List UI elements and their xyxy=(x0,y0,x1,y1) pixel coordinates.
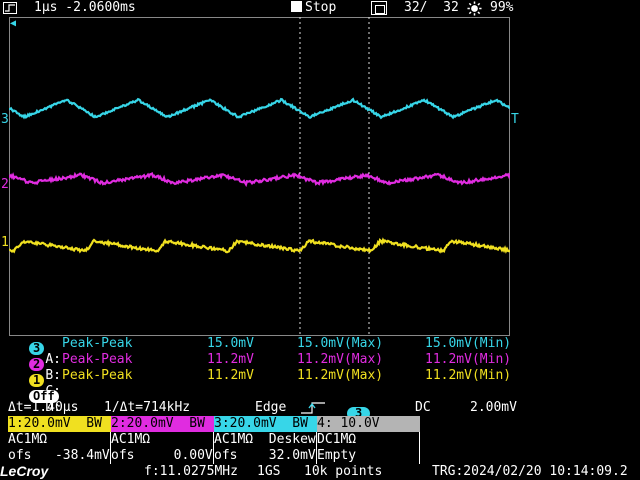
trigger-level: 2.00mV xyxy=(470,400,517,416)
channel-1-coupling: AC1MΩ xyxy=(8,432,111,448)
record-length: 10k points xyxy=(304,464,382,479)
run-state-label: Stop xyxy=(305,0,336,15)
measurement-name: Peak-Peak xyxy=(62,368,132,384)
measurement-min: 11.2mV(Min) xyxy=(425,368,511,384)
brightness-icon[interactable] xyxy=(467,1,482,16)
channel-settings-panel: 1:20.0mV BW 2:20.0mV BW 3:20.0mV BW 4: 1… xyxy=(8,416,420,464)
channel-2-waveform xyxy=(9,174,510,185)
measurement-max: 11.2mV(Max) xyxy=(297,368,383,384)
channel-3-waveform xyxy=(9,99,510,118)
run-state-button[interactable]: Stop xyxy=(291,1,336,15)
rising-edge-icon xyxy=(300,401,326,415)
acquisition-icon xyxy=(371,1,387,15)
channel-4-header[interactable]: 4: 10.0V xyxy=(317,416,420,432)
channel-4-offset: Empty xyxy=(317,448,420,464)
acquisition-count: 32/ 32 xyxy=(404,1,459,15)
channel-1-offset: ofs -38.4mV xyxy=(8,448,111,464)
trigger-mode-icon[interactable] xyxy=(3,2,17,14)
measurement-min: 15.0mV(Min) xyxy=(425,336,511,352)
stop-icon xyxy=(291,1,302,12)
measurement-name: Peak-Peak xyxy=(62,352,132,368)
measurement-max: 11.2mV(Max) xyxy=(297,352,383,368)
brand-logo: LeCroy xyxy=(0,464,48,479)
trigger-coupling: DC xyxy=(415,400,431,416)
channel-4-coupling: DC1MΩ xyxy=(317,432,420,448)
channel-3-offset: ofs 32.0mV xyxy=(214,448,317,464)
top-bar: 1µs -2.0600ms Stop 32/ 32 99% xyxy=(0,0,640,17)
channel-2-header[interactable]: 2:20.0mV BW xyxy=(111,416,214,432)
channel-1-marker[interactable]: 1 xyxy=(1,236,9,249)
trigger-position-marker-icon[interactable]: ◀ xyxy=(10,17,16,30)
channel-1-header[interactable]: 1:20.0mV BW xyxy=(8,416,111,432)
channel-3-marker[interactable]: 3 xyxy=(1,113,9,126)
measurement-min: 11.2mV(Min) xyxy=(425,352,511,368)
channel-2-offset: ofs 0.00V xyxy=(111,448,214,464)
trigger-timestamp: TRG:2024/02/20 10:14:09.2 xyxy=(432,464,628,479)
channel-2-marker[interactable]: 2 xyxy=(1,178,9,191)
channel-3-coupling: AC1MΩ Deskew xyxy=(214,432,317,448)
measurement-max: 15.0mV(Max) xyxy=(297,336,383,352)
channel-2-coupling: AC1MΩ xyxy=(111,432,214,448)
inverse-delta-t-readout: 1/Δt=714kHz xyxy=(104,400,190,416)
frequency-readout: f:11.0275MHz xyxy=(144,464,238,479)
measurement-value: 11.2mV xyxy=(207,352,254,368)
channel-3-header[interactable]: 3:20.0mV BW xyxy=(214,416,317,432)
measurement-value: 11.2mV xyxy=(207,368,254,384)
trigger-level-marker[interactable]: T xyxy=(511,113,519,126)
timebase-readout[interactable]: 1µs -2.0600ms xyxy=(34,1,136,15)
measurement-value: 15.0mV xyxy=(207,336,254,352)
measurement-panel: A: 3 Peak-Peak 15.0mV 15.0mV(Max) 15.0mV… xyxy=(0,336,640,398)
delta-t-readout: Δt=1.40µs xyxy=(8,400,78,416)
measurement-name: Peak-Peak xyxy=(62,336,132,352)
trigger-type[interactable]: Edge xyxy=(255,400,286,416)
waveform-display[interactable] xyxy=(9,17,510,336)
sample-rate: 1GS xyxy=(257,464,280,479)
intensity-readout: 99% xyxy=(490,1,513,15)
channel-1-waveform xyxy=(9,240,510,252)
